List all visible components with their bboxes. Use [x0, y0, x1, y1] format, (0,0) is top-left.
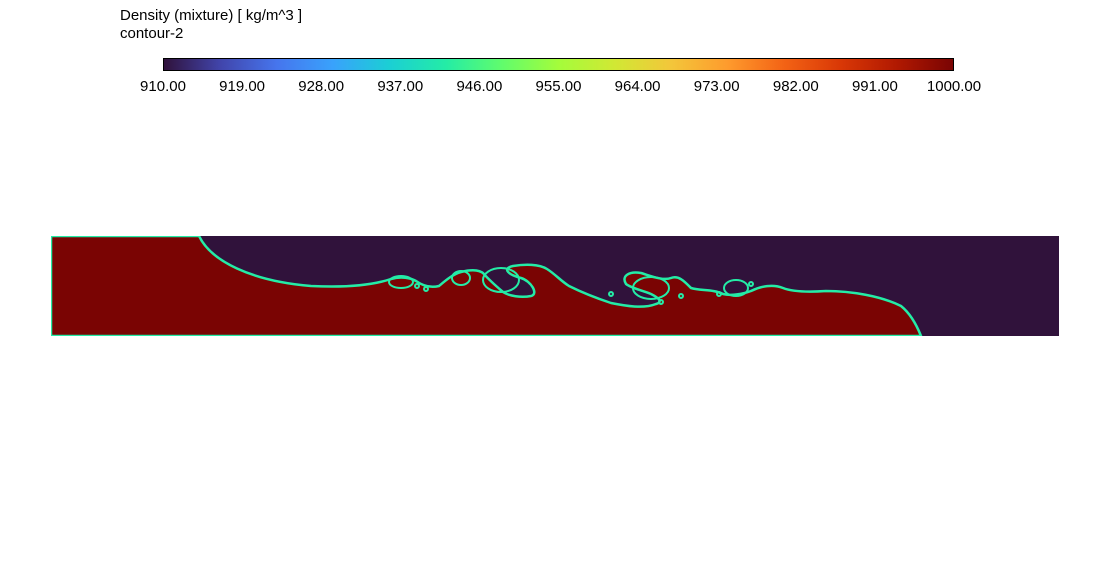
- legend-subtitle: contour-2: [120, 25, 184, 42]
- vortex-curl-2: [451, 270, 471, 286]
- droplet-7: [748, 281, 754, 287]
- vortex-curl-3: [482, 267, 520, 293]
- colorbar: [163, 58, 954, 71]
- interface-curls: [388, 267, 754, 305]
- droplet-1: [414, 283, 420, 289]
- colorbar-tick-label: 991.00: [851, 78, 898, 95]
- colorbar-tick-label: 982.00: [772, 78, 819, 95]
- vortex-curl-1: [388, 275, 414, 289]
- colorbar-tick-label: 946.00: [456, 78, 503, 95]
- colorbar-tick-label: 937.00: [377, 78, 424, 95]
- colorbar-tick-label: 910.00: [140, 78, 186, 95]
- colorbar-tick-label: 1000.00: [926, 78, 982, 95]
- colorbar-tick-label: 919.00: [219, 78, 266, 95]
- density-contour-plot: [51, 236, 1059, 336]
- droplet-3: [608, 291, 614, 297]
- legend-title: Density (mixture) [ kg/m^3 ]: [120, 7, 303, 24]
- vortex-curl-5: [723, 279, 749, 297]
- colorbar-tick-label: 928.00: [298, 78, 345, 95]
- droplet-5: [678, 293, 684, 299]
- droplet-4: [658, 299, 664, 305]
- colorbar-tick-label: 964.00: [614, 78, 661, 95]
- droplet-2: [423, 286, 429, 292]
- vortex-curl-4: [632, 276, 670, 300]
- colorbar-tick-label: 955.00: [535, 78, 582, 95]
- colorbar-tick-label: 973.00: [693, 78, 740, 95]
- droplet-6: [716, 291, 722, 297]
